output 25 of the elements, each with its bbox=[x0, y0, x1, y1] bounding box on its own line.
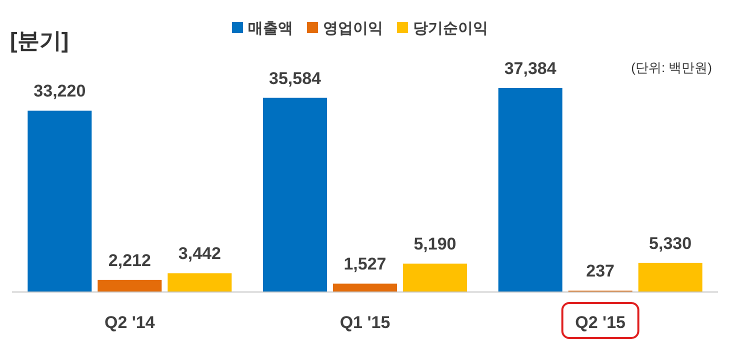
legend-label: 영업이익 bbox=[323, 20, 383, 37]
bar bbox=[28, 110, 92, 292]
x-tick-label: Q2 '15 bbox=[575, 313, 626, 332]
data-label: 5,190 bbox=[414, 234, 456, 254]
data-label: 2,212 bbox=[108, 250, 151, 270]
text: (단위: 백만원) bbox=[631, 60, 712, 75]
data-label: 1,527 bbox=[344, 254, 386, 274]
bar bbox=[263, 98, 327, 292]
x-tick-label: Q2 '14 bbox=[104, 313, 156, 332]
data-label: 35,584 bbox=[269, 68, 322, 88]
x-tick-label: Q1 '15 bbox=[340, 313, 390, 332]
chart-title: [분기] bbox=[10, 28, 69, 53]
data-label: 237 bbox=[586, 262, 615, 281]
bar bbox=[638, 262, 702, 292]
bar bbox=[403, 264, 467, 292]
bar bbox=[98, 280, 162, 292]
legend-label: 매출액 bbox=[248, 20, 293, 37]
bar bbox=[498, 88, 562, 292]
data-label: 37,384 bbox=[504, 59, 557, 78]
legend-label: 당기순이익 bbox=[413, 20, 488, 37]
bar bbox=[333, 284, 397, 292]
bar bbox=[168, 273, 232, 292]
data-label: 5,330 bbox=[649, 234, 692, 253]
data-label: 3,442 bbox=[178, 244, 221, 264]
data-label: 33,220 bbox=[34, 82, 86, 101]
